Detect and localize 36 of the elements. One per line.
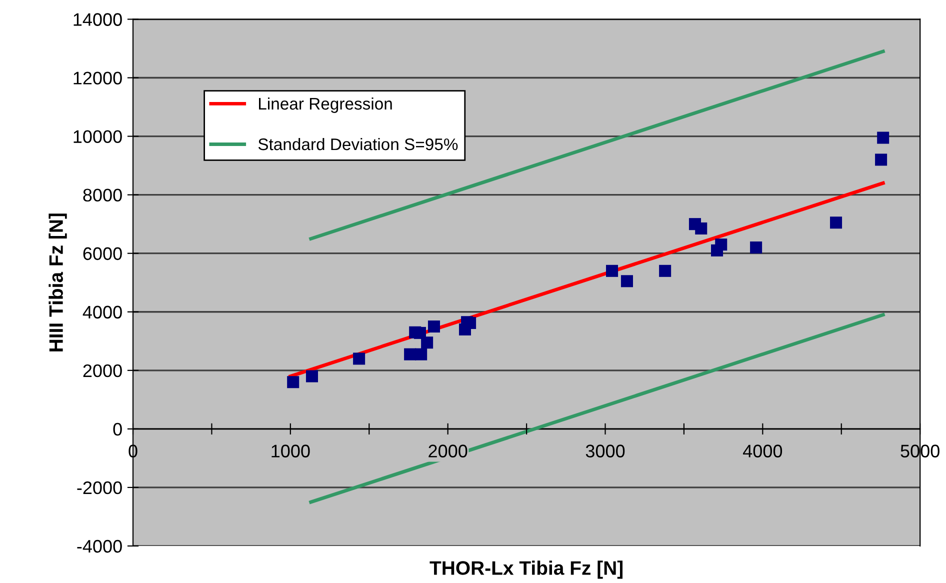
y-tick-label: 10000 [74,130,122,144]
point [306,370,318,382]
y-tick-label: 6000 [83,247,122,260]
y-tick-label: 14000 [74,13,122,26]
y-tick-label: 0 [113,422,122,436]
point [711,244,724,256]
point [659,264,672,277]
point [458,323,472,336]
x-axis-title: THOR-Lx Tibia Fz [N] [430,560,622,579]
point [875,154,888,166]
point [415,348,428,360]
y-tick-label: -4000 [77,540,122,553]
y-axis-title: HIII Tibia Fz [N] [48,214,67,352]
point [606,264,618,277]
legend-label: Standard Deviation S=95% [258,138,458,150]
point [287,376,300,388]
x-tick-label: 1000 [272,444,310,458]
point [353,352,366,365]
x-tick-label: 3000 [586,444,625,458]
point [877,132,890,144]
y-tick-label: 8000 [83,188,122,202]
y-tick-label: 4000 [82,306,122,319]
x-tick-label: 2000 [428,444,468,458]
point [695,222,708,234]
point [620,275,633,288]
point [428,320,440,333]
legend-label: Linear Regression [259,97,392,113]
point [404,348,416,360]
point [421,336,434,349]
y-tick-label: -2000 [77,481,122,494]
point [750,241,762,254]
y-tick-label: 2000 [83,364,122,378]
y-tick-label: 12000 [74,72,122,84]
point [414,326,426,339]
x-tick-label: 4000 [743,444,782,458]
point [830,216,842,229]
